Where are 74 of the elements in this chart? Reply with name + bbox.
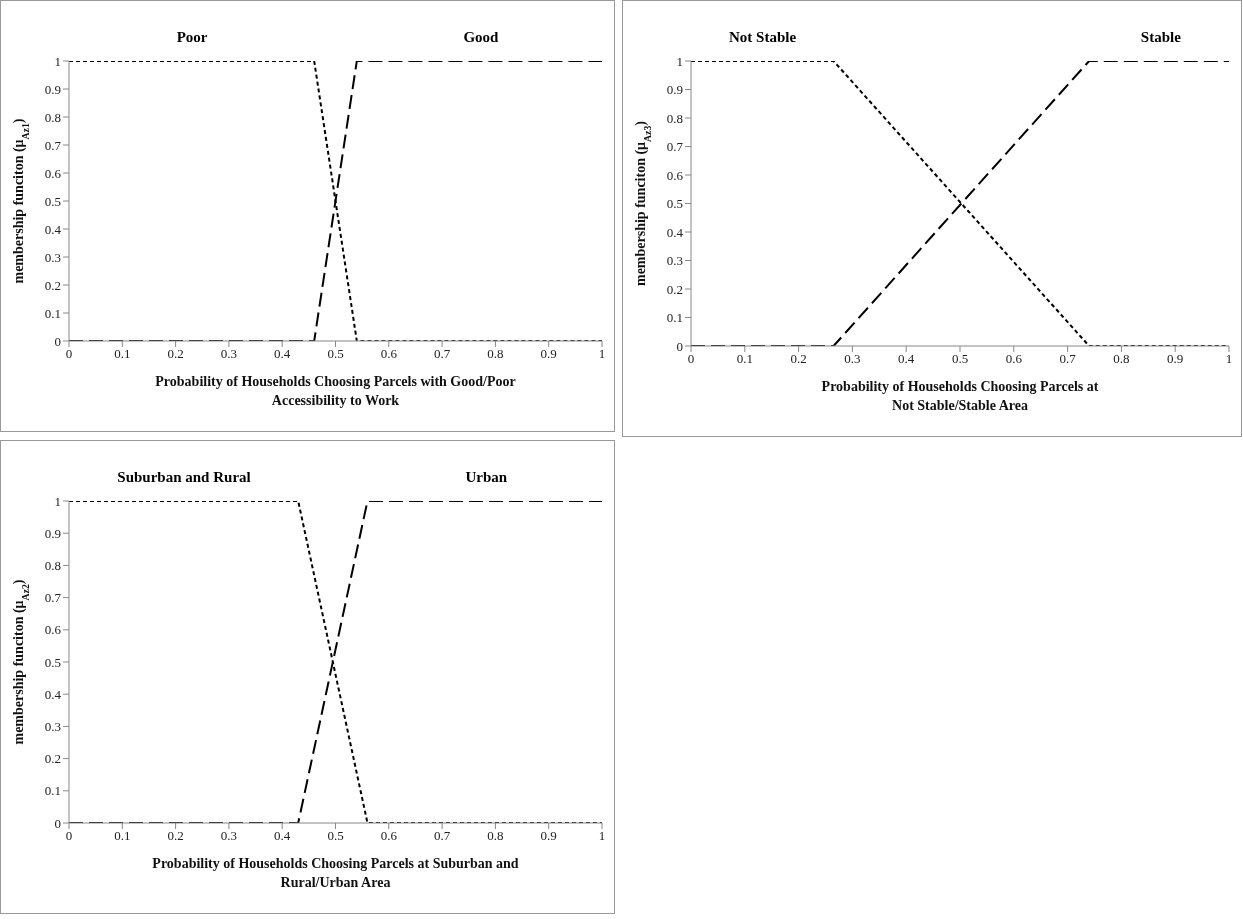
y-tick-label: 0.7 (44, 590, 62, 606)
y-tick-label: 0.8 (666, 110, 683, 126)
y-tick-label: 0.4 (44, 686, 62, 702)
y-tick-label: 0.4 (44, 221, 62, 237)
x-tick-label: 0 (65, 828, 73, 844)
x-tick-label: 0.2 (167, 828, 184, 844)
x-tick-label: 0.8 (487, 346, 504, 362)
x-tick-label: 0.5 (327, 346, 344, 362)
x-tick-label: 0.4 (274, 346, 291, 362)
x-tick-label: 0.5 (951, 351, 969, 367)
x-axis-title: Probability of Households Choosing Parcels at Suburban and Rural/Urban Area (152, 856, 519, 890)
y-tick-label: 0.6 (44, 165, 62, 181)
y-tick-label: 0.5 (44, 193, 61, 209)
x-tick-label: 0.3 (220, 828, 238, 844)
y-tick-label: 0.1 (44, 783, 61, 799)
x-tick-label: 0.1 (114, 346, 131, 362)
x-tick-label: 0.3 (220, 346, 238, 362)
x-tick-label: 0.9 (540, 828, 557, 844)
x-tick-label: 0.8 (487, 828, 504, 844)
y-tick-label: 0.6 (666, 167, 684, 183)
y-tick-label: 0.3 (44, 719, 61, 735)
y-tick-label: 0.5 (44, 654, 61, 670)
x-tick-label: 0.7 (1059, 351, 1077, 367)
y-tick-label: 0.8 (44, 109, 61, 125)
y-tick-label: 0.6 (44, 622, 62, 638)
y-tick-label: 0.3 (44, 249, 61, 265)
x-tick-label: 0.2 (167, 346, 184, 362)
series-label: Stable (1140, 29, 1181, 46)
y-tick-label: 0.9 (44, 525, 61, 541)
x-axis-title: Probability of Households Choosing Parcels at Not Stable/Stable Area (821, 379, 1099, 413)
y-tick-label: 0.7 (666, 139, 684, 155)
y-tick-label: 0.2 (44, 751, 61, 767)
y-tick-label: 1 (676, 53, 683, 69)
y-tick-label: 0.1 (666, 310, 683, 326)
y-tick-label: 0.1 (44, 305, 61, 321)
y-tick-label: 0.7 (44, 137, 62, 153)
y-tick-label: 1 (54, 493, 61, 509)
y-tick-label: 0.3 (666, 253, 683, 269)
y-tick-label: 0.5 (666, 196, 683, 212)
x-tick-label: 0.6 (1005, 351, 1023, 367)
y-tick-label: 0.2 (666, 281, 683, 297)
x-tick-label: 0.2 (790, 351, 807, 367)
x-tick-label: 1 (1225, 351, 1233, 367)
x-tick-label: 0.7 (433, 828, 451, 844)
y-tick-label: 1 (54, 53, 61, 69)
series-label: Urban (465, 469, 508, 486)
series-label: Not Stable (729, 29, 797, 46)
y-tick-label: 0 (54, 333, 61, 349)
x-tick-label: 0.5 (327, 828, 344, 844)
x-tick-label: 0.1 (736, 351, 753, 367)
x-tick-label: 0.4 (898, 351, 915, 367)
y-tick-label: 0.4 (666, 224, 684, 240)
x-tick-label: 0 (65, 346, 73, 362)
x-tick-label: 0.7 (433, 346, 451, 362)
x-tick-label: 0.6 (380, 346, 398, 362)
y-tick-label: 0.9 (44, 81, 61, 97)
series-label: Poor (176, 29, 208, 46)
x-tick-label: 0.3 (844, 351, 861, 367)
x-tick-label: 0.1 (114, 828, 131, 844)
x-tick-label: 0 (687, 351, 695, 367)
x-tick-label: 0.9 (540, 346, 557, 362)
x-tick-label: 0.8 (1113, 351, 1130, 367)
y-tick-label: 0.9 (666, 82, 683, 98)
series-label: Suburban and Rural (117, 469, 251, 486)
x-axis-title: Probability of Households Choosing Parcels with Good/Poor Accessibility to Work (155, 374, 516, 408)
series-label: Good (463, 29, 499, 46)
y-tick-label: 0.2 (44, 277, 61, 293)
x-tick-label: 1 (598, 346, 606, 362)
x-tick-label: 1 (598, 828, 606, 844)
x-tick-label: 0.4 (274, 828, 291, 844)
x-tick-label: 0.9 (1167, 351, 1184, 367)
y-tick-label: 0 (54, 815, 61, 831)
y-tick-label: 0.8 (44, 558, 61, 574)
x-tick-label: 0.6 (380, 828, 398, 844)
